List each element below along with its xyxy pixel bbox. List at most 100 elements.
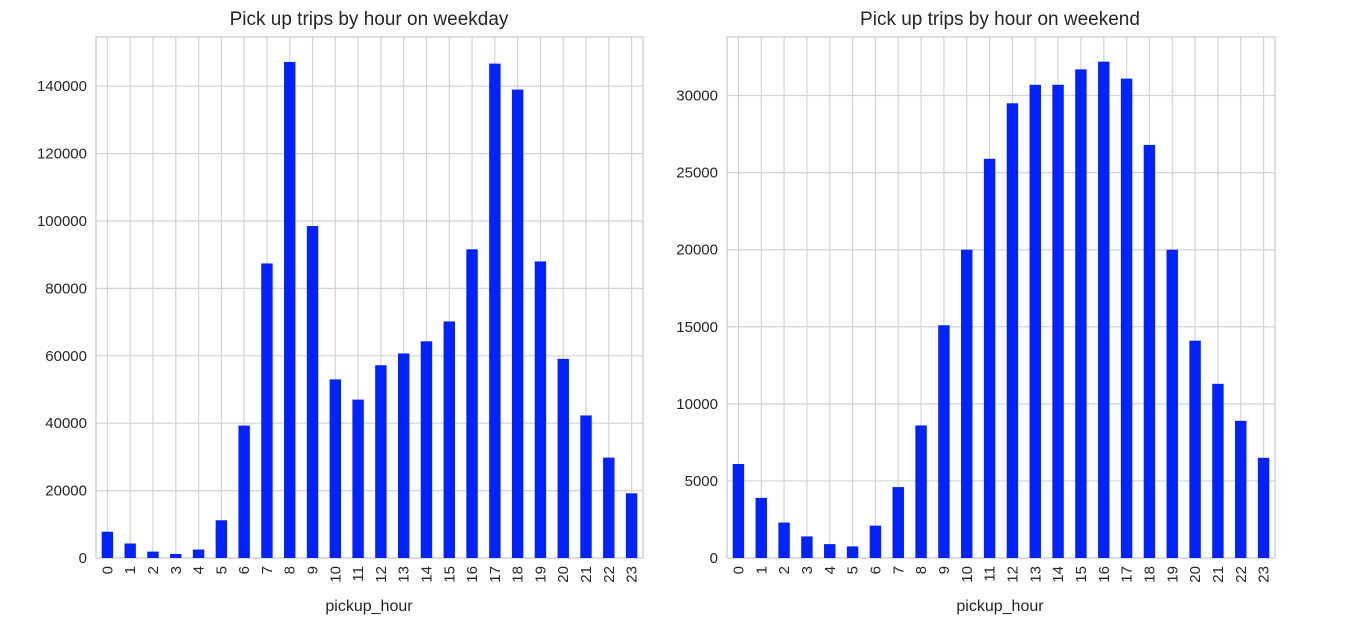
x-tick-label: 6 [867,566,884,574]
bar-hour-10 [329,379,342,558]
x-tick-label: 13 [396,566,413,583]
bar-hour-20 [557,358,569,558]
x-tick-label: 19 [532,566,549,583]
bar-hour-2 [778,522,790,558]
x-tick-label: 11 [982,566,999,582]
bar-series [732,61,1270,559]
x-tick-label: 4 [191,566,208,574]
bar-hour-22 [1235,420,1247,558]
x-tick-label: 10 [327,566,344,583]
x-tick-label: 13 [1027,566,1044,583]
x-tick-label: 23 [624,566,641,583]
bar-hour-3 [801,536,813,558]
x-tick-label: 1 [753,566,770,574]
bar-hour-18 [1143,144,1156,558]
x-tick-label: 18 [1141,566,1158,583]
x-tick-label: 12 [1004,566,1021,583]
x-tick-label: 14 [1050,566,1067,583]
bar-hour-1 [755,497,767,558]
y-tick-label: 140000 [37,78,87,95]
x-tick-label: 20 [1187,566,1204,583]
bar-hour-14 [1052,84,1064,558]
bar-hour-0 [732,463,745,558]
x-tick-label: 18 [510,566,527,583]
bar-hour-11 [352,399,364,558]
x-axis-label: pickup_hour [956,598,1044,615]
x-tick-label: 3 [799,566,816,574]
bar-hour-5 [846,546,859,558]
bar-hour-3 [170,553,182,558]
bar-hour-20 [1189,340,1201,558]
plot-frame [726,36,1276,559]
bar-hour-12 [375,365,387,558]
bar-hour-7 [892,487,904,558]
x-tick-label: 11 [350,566,367,582]
x-tick-label: 2 [776,566,793,574]
x-tick-label: 16 [1096,566,1113,583]
y-tick-label: 25000 [676,165,718,182]
bar-hour-22 [603,457,615,558]
bar-hour-16 [1098,61,1110,559]
bar-hour-15 [443,321,455,558]
x-tick-label: 17 [487,566,504,583]
y-tick-label: 15000 [676,319,718,336]
x-tick-label: 23 [1256,566,1273,583]
bar-hour-13 [397,353,410,558]
y-tick-label: 20000 [676,242,718,259]
y-tick-label: 40000 [45,415,87,432]
y-tick-label: 0 [710,550,718,567]
bar-hour-7 [261,263,273,558]
bar-hour-19 [1166,249,1178,558]
bar-hour-2 [147,551,159,558]
bar-hour-8 [915,425,927,558]
bar-hour-9 [938,325,950,558]
x-tick-label: 10 [959,566,976,583]
y-tick-label: 10000 [676,396,718,413]
bar-hour-8 [284,61,296,559]
bar-hour-4 [192,549,205,558]
bar-hour-0 [101,531,114,558]
bar-hour-13 [1029,84,1041,558]
chart-weekend: Pick up trips by hour on weekend 0500010… [676,9,1276,615]
bar-hour-21 [580,415,592,558]
x-tick-label: 7 [890,566,907,574]
bar-hour-23 [1257,457,1270,558]
x-tick-label: 22 [601,566,618,583]
chart-title: Pick up trips by hour on weekday [230,9,509,30]
bar-hour-12 [1006,103,1019,558]
x-tick-label: 9 [936,566,953,574]
y-tick-label: 5000 [685,473,718,490]
x-tick-label: 15 [1073,566,1090,583]
y-tick-label: 30000 [676,88,718,105]
bar-hour-17 [489,63,501,559]
x-tick-label: 6 [236,566,253,574]
bar-hour-4 [824,544,836,558]
x-axis: 0 1 2 3 4 5 6 7 8 9 10 11 12 13 14 15 16 17 18 19 20 21 22 23 [730,566,1272,583]
x-axis-label: pickup_hour [325,598,413,615]
bar-hour-1 [124,543,136,558]
y-tick-label: 120000 [37,146,87,163]
x-tick-label: 5 [213,566,230,574]
x-tick-label: 22 [1233,566,1250,583]
x-tick-label: 3 [168,566,185,574]
x-tick-label: 8 [913,566,930,574]
bar-hour-6 [869,525,882,558]
y-axis: 0 5000 10000 15000 20000 25000 30000 [676,88,718,567]
x-tick-label: 4 [822,566,839,574]
bar-hour-10 [961,249,973,558]
x-tick-label: 20 [555,566,572,583]
x-tick-label: 9 [305,566,322,574]
bar-hour-9 [306,226,319,558]
x-tick-label: 5 [845,566,862,574]
x-tick-label: 0 [99,566,116,574]
x-tick-label: 21 [1210,566,1227,583]
x-tick-label: 14 [418,566,435,583]
y-tick-label: 0 [79,550,87,567]
x-tick-label: 17 [1119,566,1136,583]
bar-hour-23 [625,493,638,558]
y-tick-label: 80000 [45,280,87,297]
x-tick-label: 8 [282,566,299,574]
x-tick-label: 19 [1164,566,1181,583]
bar-hour-16 [466,249,478,558]
